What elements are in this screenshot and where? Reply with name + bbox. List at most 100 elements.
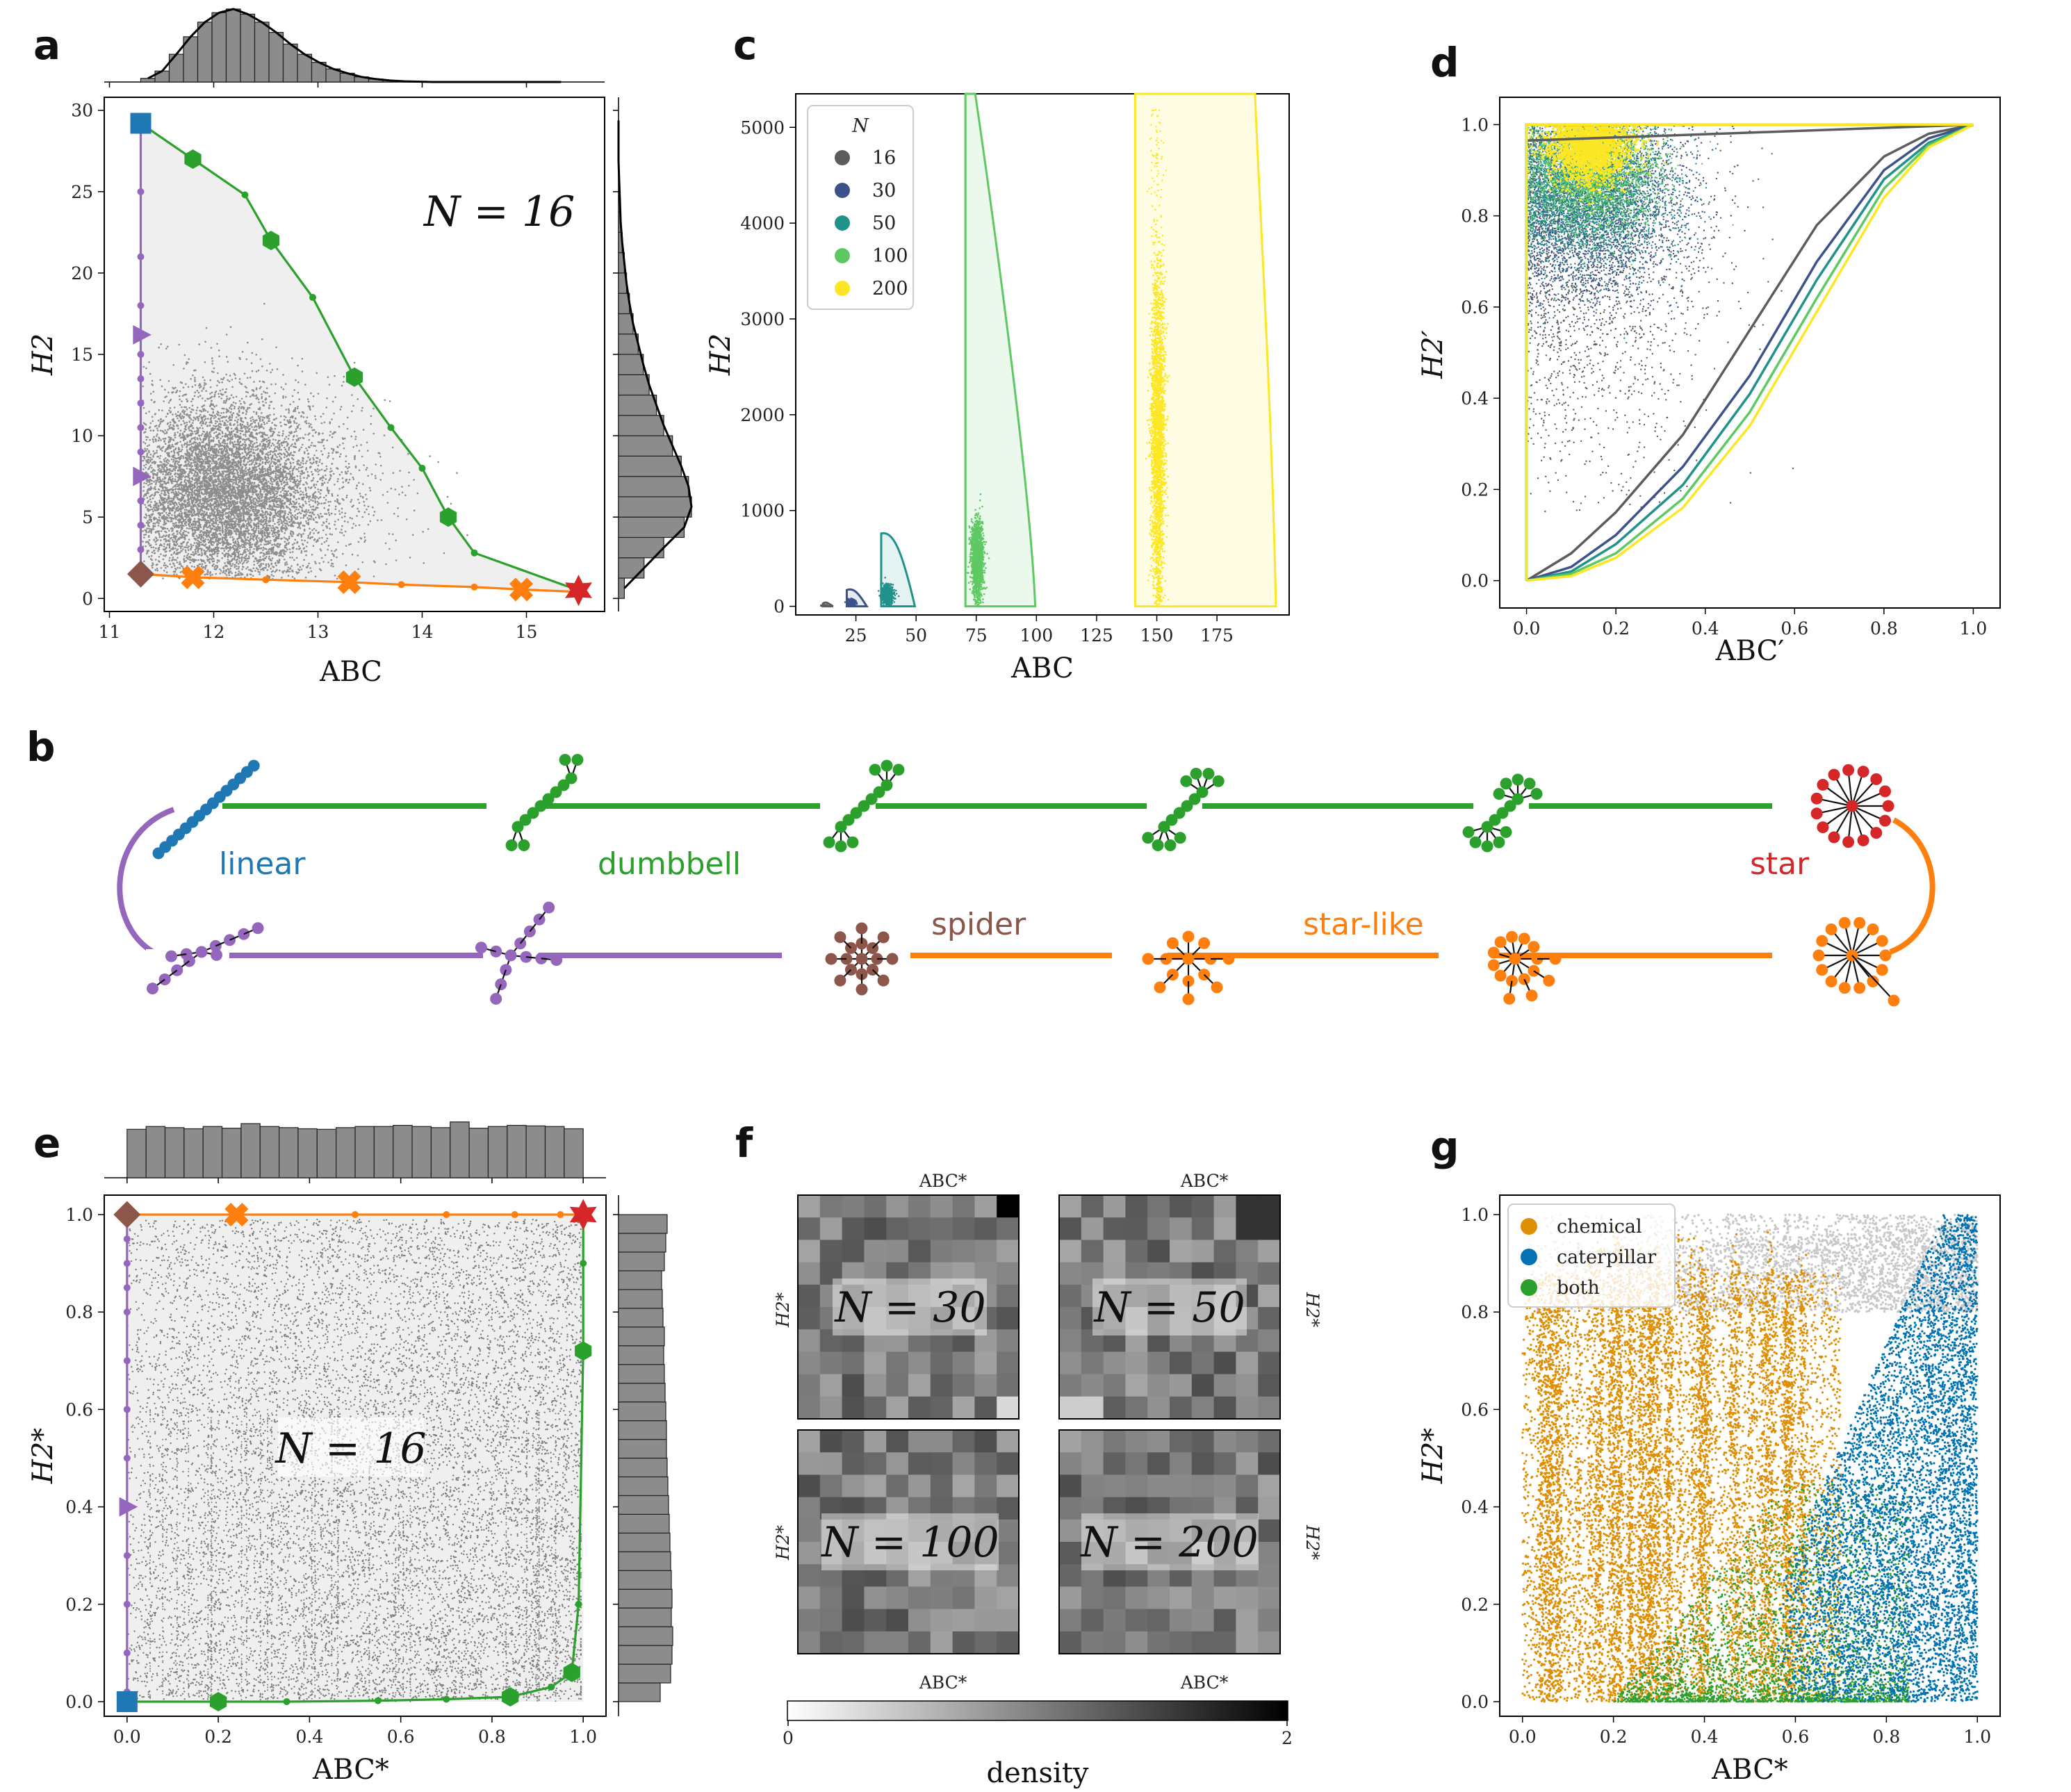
heatmap-cell	[1147, 1609, 1170, 1632]
colorbar-label: density	[986, 1757, 1088, 1789]
heatmap-cell	[819, 1284, 843, 1308]
heatmap-cell	[886, 1284, 909, 1308]
scatter-n200	[1145, 156, 1170, 607]
panel-e-star-like-marker	[224, 1202, 249, 1227]
panel-a-spider-line-point	[137, 253, 145, 261]
heatmap-cell	[974, 1351, 997, 1375]
panel-e-annotation: N = 16	[274, 1424, 426, 1473]
upper-curve-n30	[1525, 123, 1974, 581]
heatmap-cell	[842, 1195, 865, 1218]
heatmap-cell	[798, 1452, 821, 1475]
heatmap-cell	[908, 1519, 931, 1543]
hist-y-bar	[618, 1289, 663, 1309]
heatmap-cell	[1103, 1586, 1126, 1610]
dumbbell-leaf	[1530, 788, 1543, 800]
heatmap-cell	[1191, 1351, 1215, 1375]
heatmap-cell	[1125, 1374, 1148, 1397]
heatmap-cell	[1213, 1497, 1236, 1520]
panel-e-ytick-label: 0.2	[65, 1595, 93, 1615]
heatmap-cell	[1170, 1217, 1193, 1240]
hist-y-bar	[618, 334, 639, 355]
heatmap-cell	[798, 1542, 821, 1565]
panel-g-ytick-label: 0.0	[1461, 1692, 1489, 1712]
hist-x-bar	[487, 1126, 508, 1178]
heatmap-cell	[974, 1284, 997, 1308]
hist-x-bar	[393, 1124, 413, 1178]
panel-c-regions	[821, 92, 1277, 608]
lower-curve-n100	[1526, 123, 1974, 582]
heatmap-cell	[1147, 1519, 1170, 1543]
panel-f-ylabel-2: H2*	[773, 1524, 793, 1561]
heatmap-cell	[1081, 1284, 1104, 1308]
heatmap-cell	[908, 1586, 931, 1610]
heatmap-cell	[1213, 1631, 1236, 1654]
hist-x-kde	[147, 8, 562, 83]
heatmap-cell	[1258, 1284, 1281, 1308]
panel-e-ytick-label: 0.6	[65, 1399, 93, 1420]
heatmap-cell	[1103, 1474, 1126, 1498]
heatmap-cell	[1191, 1586, 1215, 1610]
scatter-n50	[878, 577, 900, 607]
panel-c-legend-box	[807, 105, 914, 310]
panel-a-star-like-point	[398, 581, 405, 589]
heatmap-cell	[908, 1217, 931, 1240]
heatmap-cell	[1258, 1586, 1281, 1610]
panel-e-star-like-point	[443, 1211, 450, 1219]
panel-d-boundary-curves	[1525, 123, 1974, 582]
heatmap-cell	[1125, 1396, 1148, 1420]
heatmap-cell	[1103, 1307, 1126, 1330]
starlike-center	[1509, 953, 1521, 965]
panel-c-ytick-label: 2000	[740, 405, 785, 425]
panel-e-endpoint-linear	[116, 1691, 138, 1712]
heatmap-cell	[1125, 1351, 1148, 1375]
heatmap-cell	[1059, 1586, 1082, 1610]
tree-edge	[1851, 790, 1885, 807]
heatmap-cell	[1147, 1396, 1170, 1420]
heatmap-cell	[864, 1351, 887, 1375]
heatmap-cell	[1191, 1609, 1215, 1632]
heatmap-cell	[1147, 1217, 1170, 1240]
heatmap-cell	[1081, 1631, 1104, 1654]
panel-a-dumbbell-marker	[262, 231, 280, 251]
panel-d-ytick-label: 1.0	[1461, 115, 1489, 135]
starlike-center	[1182, 953, 1195, 965]
heatmap-cell	[1081, 1542, 1104, 1565]
heatmap-cell	[1147, 1240, 1170, 1263]
path-gap	[1112, 949, 1168, 962]
heatmap-cell	[1258, 1351, 1281, 1375]
heatmap-cell	[819, 1262, 843, 1285]
panel-a-ytick-label: 25	[71, 182, 93, 202]
heatmap-cell	[1170, 1542, 1193, 1565]
heatmap-cell	[1258, 1542, 1281, 1565]
hist-x-bar	[564, 1128, 584, 1178]
panel-c-xtick-label: 75	[965, 625, 988, 646]
spider-node	[877, 974, 890, 987]
hist-x-bar	[259, 1126, 280, 1178]
heatmap-cell	[1059, 1430, 1082, 1453]
label-star-like: star-like	[1303, 907, 1424, 942]
heatmap-cell	[819, 1240, 843, 1263]
heatmap-cell	[997, 1351, 1020, 1375]
hist-x-bar	[202, 1126, 223, 1178]
panel-label-c: c	[733, 22, 757, 69]
dumbbell-leaf	[1500, 825, 1512, 838]
panel-a-xtick-label: 11	[99, 622, 121, 642]
path-right-arc	[1889, 817, 1935, 955]
dumbbell-leaf	[1481, 840, 1493, 853]
panel-a-dumbbell-point	[470, 549, 478, 557]
panel-e-endpoint-star	[569, 1199, 597, 1231]
heatmap-cell	[974, 1195, 997, 1218]
heatmap-cell	[1236, 1586, 1259, 1610]
heatmap-cell	[908, 1609, 931, 1632]
heatmap-cell	[952, 1307, 975, 1330]
panel-a-spider-line-point	[137, 546, 145, 554]
panel-e-dumbbell-point	[443, 1695, 450, 1703]
upper-curve-n50	[1525, 123, 1974, 581]
heatmap-cell	[842, 1351, 865, 1375]
panel-e-boundary-lines	[113, 1199, 597, 1712]
heatmap-cell	[842, 1631, 865, 1654]
heatmap-cell	[864, 1396, 887, 1420]
heatmap-cell	[997, 1284, 1020, 1308]
legend-marker-chemical	[1521, 1218, 1537, 1235]
star-leaf	[1817, 778, 1829, 791]
